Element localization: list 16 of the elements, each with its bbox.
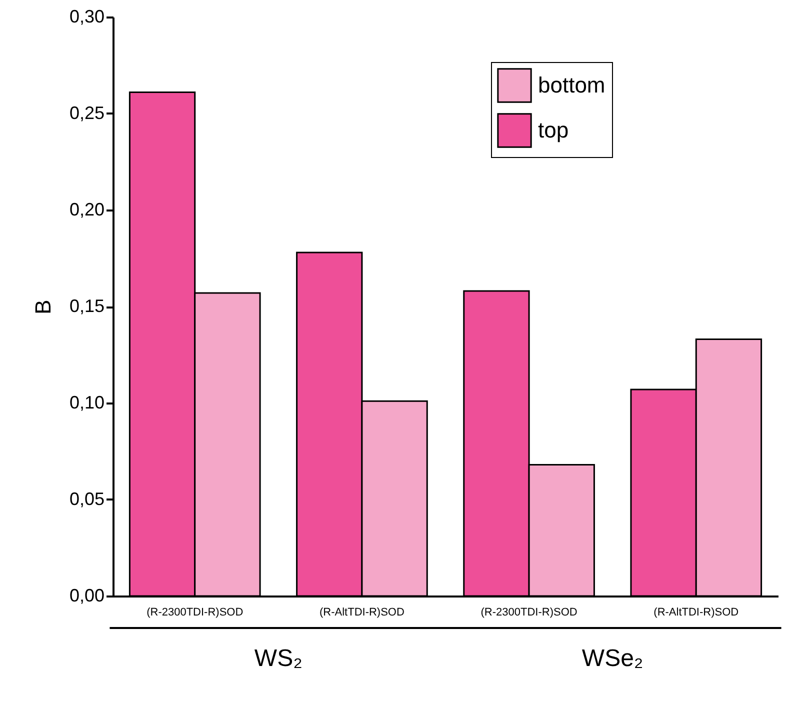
y-tick-label: 0,30	[69, 6, 104, 26]
y-tick-label: 0,15	[69, 296, 104, 316]
text: WSe₂	[582, 645, 644, 672]
y-tick-label: 0,10	[69, 392, 104, 412]
x-tick-label: (R-2300TDI-R)SOD	[480, 606, 578, 618]
y-tick-label: 0,00	[69, 586, 104, 606]
text: WS₂	[254, 645, 302, 672]
x-tick-label: (R-AltTDI-R)SOD	[654, 606, 739, 618]
x-tick-label: (R-AltTDI-R)SOD	[319, 606, 404, 618]
y-tick-label: 0,05	[69, 489, 104, 509]
x-tick-label: (R-2300TDI-R)SOD	[146, 606, 244, 618]
legend-label: bottom	[538, 72, 606, 98]
y-tick-label: 0,20	[69, 200, 104, 220]
y-tick-label: 0,25	[69, 103, 104, 123]
y-axis-title: B	[30, 300, 56, 314]
legend-label: top	[538, 118, 569, 142]
